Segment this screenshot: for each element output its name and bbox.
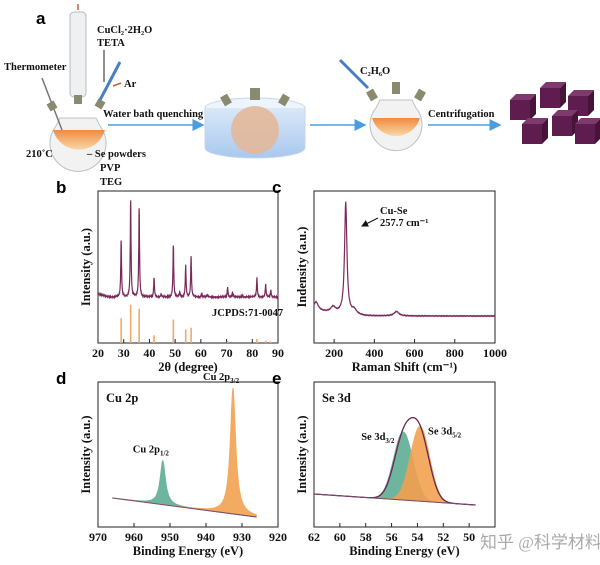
fitted-peak-area: [313, 431, 476, 506]
x-tick-label: 930: [233, 530, 251, 544]
argon-label: Ar: [124, 79, 137, 90]
peak-annotation: 257.7 cm⁻¹: [380, 218, 428, 229]
y-axis-label: Intensity (a.u.): [79, 415, 93, 493]
x-tick-label: 200: [325, 346, 343, 360]
x-tick-label: 70: [221, 346, 233, 360]
peak-label: Cu 2p1/2: [133, 445, 170, 458]
peak-label: Cu 2p3/2: [203, 372, 240, 385]
water-bath-icon: [204, 88, 306, 159]
reagent-cucl2-label: CuCl₂·2H₂O: [97, 25, 152, 36]
x-tick-label: 60: [334, 530, 346, 544]
cube-icon: [522, 124, 542, 144]
cube-side: [588, 90, 594, 116]
washing-flask-icon: [338, 58, 426, 152]
thermometer-label: Thermometer: [4, 62, 67, 73]
solvent-label: C₂H₆O: [360, 66, 390, 77]
peak-annotation: Cu-Se: [380, 206, 408, 217]
x-tick-label: 960: [125, 530, 143, 544]
temperature-label: 210˚C: [26, 149, 53, 160]
step-centrifugation-label: Centrifugation: [428, 109, 495, 120]
cube-top: [510, 94, 536, 100]
spectrum-title: Se 3d: [322, 391, 351, 405]
background-line: [313, 493, 476, 506]
panel-label-e: e: [272, 369, 281, 388]
axes-frame: [97, 381, 279, 528]
cube-top: [568, 90, 594, 96]
peak-label-subscript: 3/2: [385, 437, 394, 445]
cube-icon: [552, 116, 572, 136]
x-tick-label: 50: [169, 346, 181, 360]
x-tick-label: 60: [195, 346, 207, 360]
axes-frame: [313, 381, 496, 528]
x-tick-label: 56: [386, 530, 398, 544]
teg-label: TEG: [100, 177, 122, 188]
x-axis-label: Binding Energy (eV): [133, 544, 243, 558]
axes-frame: [313, 190, 496, 344]
cube-side: [530, 94, 536, 120]
reaction-flask-icon: [41, 4, 122, 172]
axes-frame: [97, 190, 279, 344]
x-tick-label: 80: [246, 346, 258, 360]
x-tick-label: 970: [89, 530, 107, 544]
panel-a-schematic: a Thermometer CuCl₂·2H₂O TETA Ar 210˚C –…: [4, 4, 600, 188]
x-axis-label: Raman Shift (cm⁻¹): [352, 360, 457, 374]
x-axis-label: Binding Energy (eV): [349, 544, 459, 558]
x-tick-label: 20: [92, 346, 104, 360]
panel-label-b: b: [56, 178, 66, 197]
cube-side: [560, 82, 566, 108]
x-tick-label: 1000: [483, 346, 507, 360]
x-tick-label: 30: [118, 346, 130, 360]
x-tick-label: 940: [197, 530, 215, 544]
cube-side: [542, 118, 548, 144]
x-tick-label: 920: [269, 530, 287, 544]
annotation-arrow: [361, 217, 379, 227]
cube-top: [522, 118, 548, 124]
x-tick-label: 40: [143, 346, 155, 360]
panel-label-a: a: [36, 9, 46, 28]
step-quenching-label: Water bath quenching: [103, 109, 204, 120]
pvp-label: PVP: [100, 163, 121, 174]
x-tick-label: 52: [437, 530, 449, 544]
y-axis-label: Intensity (a.u.): [295, 415, 309, 493]
cube-icon: [575, 124, 595, 144]
cube-top: [552, 110, 578, 116]
x-tick-label: 600: [406, 346, 424, 360]
cube-top: [540, 82, 566, 88]
reagent-teta-label: TETA: [97, 38, 125, 49]
x-tick-label: 58: [360, 530, 372, 544]
reference-label: JCPDS:71-0047: [212, 308, 283, 319]
peak-label: Se 3d5/2: [428, 426, 462, 439]
cube-icon: [510, 100, 530, 120]
y-axis-label: Intensity (a.u.): [79, 228, 93, 306]
panel-label-c: c: [272, 178, 281, 197]
x-tick-label: 800: [446, 346, 464, 360]
x-tick-label: 54: [411, 530, 423, 544]
y-axis-label: Indensity (a.u.): [295, 227, 309, 308]
background-line: [112, 497, 257, 518]
x-axis-label: 2θ (degree): [158, 360, 217, 374]
x-tick-label: 950: [161, 530, 179, 544]
nanocubes-icon: [510, 82, 600, 144]
x-tick-label: 400: [365, 346, 383, 360]
raman-spectrum-line: [313, 201, 496, 318]
watermark: 知乎 @科学材料站: [480, 533, 600, 552]
spectrum-title: Cu 2p: [106, 391, 138, 405]
cube-side: [595, 119, 600, 144]
panel-label-d: d: [56, 369, 66, 388]
peak-label: Se 3d3/2: [361, 432, 395, 445]
se-powders-label: – Se powders: [86, 149, 146, 160]
x-tick-label: 62: [308, 530, 320, 544]
peak-label-subscript: 1/2: [160, 450, 169, 458]
x-tick-label: 90: [272, 346, 284, 360]
x-tick-label: 50: [463, 530, 475, 544]
peak-label-subscript: 3/2: [230, 377, 239, 385]
peak-label-subscript: 5/2: [452, 431, 461, 439]
cube-top: [575, 118, 600, 124]
xrd-pattern-line: [97, 200, 279, 300]
cube-icon: [540, 88, 560, 108]
